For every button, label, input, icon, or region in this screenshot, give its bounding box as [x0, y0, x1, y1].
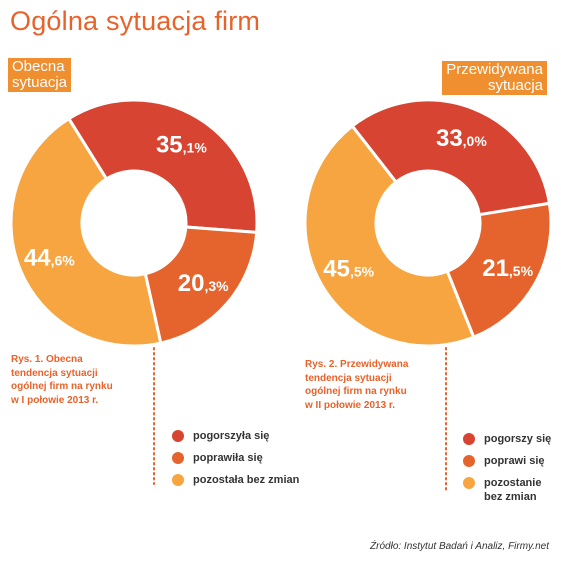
right-slice-label-1: 33,0%: [436, 125, 487, 152]
right-caption-line-4: w II połowie 2013 r.: [305, 399, 396, 411]
left-legend-item-3: pozostała bez zmian: [172, 473, 299, 487]
right-legend: pogorszy się poprawi się pozostanie bez …: [463, 432, 551, 504]
left-slice-3: [9, 116, 163, 348]
left-caption-line-2: tendencja sytuacji: [11, 367, 98, 379]
right-caption: Rys. 2. Przewidywana tendencja sytuacji …: [305, 358, 425, 412]
source-note: Źródło: Instytut Badań i Analiz, Firmy.n…: [370, 541, 549, 552]
left-legend-item-2: poprawiła się: [172, 451, 299, 465]
left-caption-line-3: ogólnej firm na rynku: [11, 381, 113, 392]
right-chart-tag: Przewidywana sytuacja: [442, 61, 547, 95]
left-slice-label-1: 35,1%: [156, 132, 207, 159]
right-legend-item-2: poprawi się: [463, 454, 551, 468]
right-legend-label-2: poprawi się: [484, 455, 545, 467]
right-legend-label-3b: bez zmian: [484, 491, 537, 503]
left-donut-chart: 35,1% 20,3% 44,6%: [9, 98, 259, 348]
right-legend-item-1: pogorszy się: [463, 432, 551, 446]
right-tag-line-2: sytuacja: [487, 77, 543, 94]
legend-dot-icon: [172, 452, 184, 464]
left-caption: Rys. 1. Obecna tendencja sytuacji ogólne…: [11, 353, 131, 407]
right-tag-line-1: Przewidywana: [446, 61, 543, 78]
left-legend-item-1: pogorszyła się: [172, 429, 299, 443]
right-slice-1: [350, 98, 552, 217]
right-caption-line-1: Rys. 2. Przewidywana: [305, 359, 409, 370]
left-legend: pogorszyła się poprawiła się pozostała b…: [172, 429, 299, 487]
left-chart-tag: Obecna sytuacja: [8, 58, 72, 92]
right-slice-label-2: 21,5%: [482, 255, 533, 282]
right-donut-chart: 33,0% 21,5% 45,5%: [303, 98, 553, 348]
right-slice-3: [303, 123, 476, 348]
connector-lines: [153, 347, 447, 492]
left-slice-label-2: 20,3%: [178, 270, 229, 297]
left-tag-line-2: sytuacja: [12, 74, 68, 91]
left-slice-2: [143, 225, 259, 345]
page-title: Ogólna sytuacja firm: [10, 6, 261, 36]
right-caption-line-2: tendencja sytuacji: [305, 372, 392, 384]
legend-dot-icon: [463, 477, 475, 489]
right-slice-2: [445, 201, 553, 340]
left-caption-line-1: Rys. 1. Obecna: [11, 354, 83, 365]
legend-dot-icon: [463, 455, 475, 467]
legend-dot-icon: [172, 430, 184, 442]
right-slice-label-3: 45,5%: [323, 256, 374, 283]
left-legend-label-2: poprawiła się: [193, 452, 263, 464]
left-slice-label-3: 44,6%: [24, 245, 75, 272]
right-legend-item-3: pozostanie bez zmian: [463, 476, 551, 504]
left-legend-label-1: pogorszyła się: [193, 430, 270, 442]
left-caption-line-4: w I połowie 2013 r.: [11, 394, 99, 406]
left-tag-line-1: Obecna: [12, 58, 65, 75]
left-legend-label-3: pozostała bez zmian: [193, 474, 300, 486]
left-slice-1: [66, 98, 259, 234]
legend-dot-icon: [172, 474, 184, 486]
right-caption-line-3: ogólnej firm na rynku: [305, 386, 407, 397]
right-legend-label-3a: pozostanie: [484, 477, 542, 489]
legend-dot-icon: [463, 433, 475, 445]
right-legend-label-1: pogorszy się: [484, 433, 552, 445]
